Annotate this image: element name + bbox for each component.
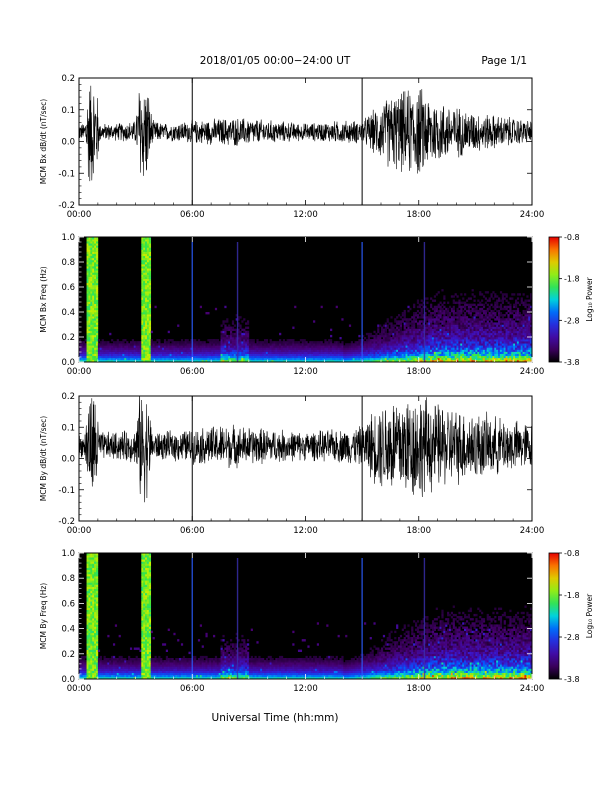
x-tick-label: 00:00 xyxy=(67,367,92,377)
x-tick-label: 18:00 xyxy=(407,367,432,377)
series-trace xyxy=(79,85,532,182)
x-tick-label: 18:00 xyxy=(407,526,432,536)
colorbar-tick-label: -3.8 xyxy=(564,358,580,367)
y-tick-label: -0.1 xyxy=(58,486,75,496)
panel-1-timeseries-bx: 00:00 06:00 12:00 18:00 24:00 -0.2 -0.1 0.0 0.1 0… xyxy=(39,74,544,220)
colorbar-tick-label: -1.8 xyxy=(564,591,580,600)
spectral-streak xyxy=(191,558,193,679)
spectral-streak xyxy=(236,558,239,679)
y-axis-label: MCM By dB/dt (nT/sec) xyxy=(39,416,48,501)
y-tick-label: 0.8 xyxy=(61,574,75,584)
colorbar-tick-label: -0.8 xyxy=(564,549,580,558)
y-tick-label: 0.8 xyxy=(61,258,75,268)
y-tick-label: 0.0 xyxy=(61,358,75,368)
x-tick-label: 12:00 xyxy=(293,210,318,220)
panel-2-spectrogram-bx: -0.8 -1.8 -2.8 -3.8 Log₁₀ Power 00:00 06:00 12:… xyxy=(39,233,594,377)
y-tick-label: 0.1 xyxy=(61,423,75,433)
x-tick-label: 06:00 xyxy=(180,684,205,694)
y-axis-label: MCM Bx Freq (Hz) xyxy=(39,266,48,332)
series-trace xyxy=(79,396,532,503)
y-tick-label: 0.2 xyxy=(61,650,75,660)
spectral-streak xyxy=(236,242,239,362)
y-tick-label: 0.0 xyxy=(61,138,75,148)
page-number: Page 1/1 xyxy=(481,55,527,67)
y-tick-label: -0.2 xyxy=(58,517,75,527)
y-tick-label: 0.6 xyxy=(61,283,75,293)
panel-4-spectrogram-by: -0.8 -1.8 -2.8 -3.8 Log₁₀ Power 00:00 06:00 12:… xyxy=(39,549,594,694)
x-tick-label: 24:00 xyxy=(520,684,545,694)
y-tick-label: 0.0 xyxy=(61,675,75,685)
spectral-streak xyxy=(423,558,426,679)
panel-3-timeseries-by: 00:00 06:00 12:00 18:00 24:00 -0.2 -0.1 0.0 0.1 0… xyxy=(39,392,545,536)
x-tick-label: 24:00 xyxy=(520,210,545,220)
y-tick-label: -0.2 xyxy=(58,201,75,211)
colorbar xyxy=(548,552,560,680)
colorbar-tick-label: -0.8 xyxy=(564,233,580,242)
y-tick-label: 0.4 xyxy=(61,625,75,635)
y-tick-label: 0.6 xyxy=(61,599,75,609)
page-title: 2018/01/05 00:00−24:00 UT xyxy=(200,55,351,67)
x-tick-label: 18:00 xyxy=(407,684,432,694)
y-axis-label: MCM Bx dB/dt (nT/sec) xyxy=(39,99,48,184)
spectral-streak xyxy=(191,242,193,362)
y-tick-label: 0.2 xyxy=(61,74,75,84)
y-tick-label: -0.1 xyxy=(58,169,75,179)
x-tick-label: 06:00 xyxy=(180,210,205,220)
spectral-streak xyxy=(361,242,363,362)
x-tick-label: 06:00 xyxy=(180,526,205,536)
x-axis-title: Universal Time (hh:mm) xyxy=(212,712,339,724)
y-tick-label: 1.0 xyxy=(61,549,75,559)
spectrogram-cells xyxy=(79,237,533,363)
x-tick-label: 12:00 xyxy=(293,367,318,377)
x-tick-label: 00:00 xyxy=(67,526,92,536)
colorbar-label: Log₁₀ Power xyxy=(585,593,594,638)
colorbar xyxy=(548,236,560,363)
spectral-streak xyxy=(361,558,363,679)
x-tick-label: 12:00 xyxy=(293,684,318,694)
y-tick-label: 0.1 xyxy=(61,106,75,116)
y-tick-label: 0.0 xyxy=(61,455,75,465)
colorbar-tick-label: -1.8 xyxy=(564,275,580,284)
y-tick-label: 0.4 xyxy=(61,308,75,318)
y-tick-label: 0.2 xyxy=(61,392,75,402)
x-tick-label: 00:00 xyxy=(67,684,92,694)
y-tick-label: 1.0 xyxy=(61,233,75,243)
colorbar-tick-label: -2.8 xyxy=(564,316,580,325)
spectrogram-cells xyxy=(79,553,533,680)
x-tick-label: 24:00 xyxy=(520,367,545,377)
colorbar-tick-label: -3.8 xyxy=(564,675,580,684)
x-tick-label: 24:00 xyxy=(520,526,545,536)
colorbar-tick-label: -2.8 xyxy=(564,633,580,642)
x-tick-label: 12:00 xyxy=(293,526,318,536)
y-axis-label: MCM By Freq (Hz) xyxy=(39,583,48,649)
x-tick-label: 18:00 xyxy=(407,210,432,220)
colorbar-label: Log₁₀ Power xyxy=(585,276,594,321)
x-tick-label: 00:00 xyxy=(67,210,92,220)
spectral-streak xyxy=(423,242,426,362)
x-tick-label: 06:00 xyxy=(180,367,205,377)
y-tick-label: 0.2 xyxy=(61,333,75,343)
